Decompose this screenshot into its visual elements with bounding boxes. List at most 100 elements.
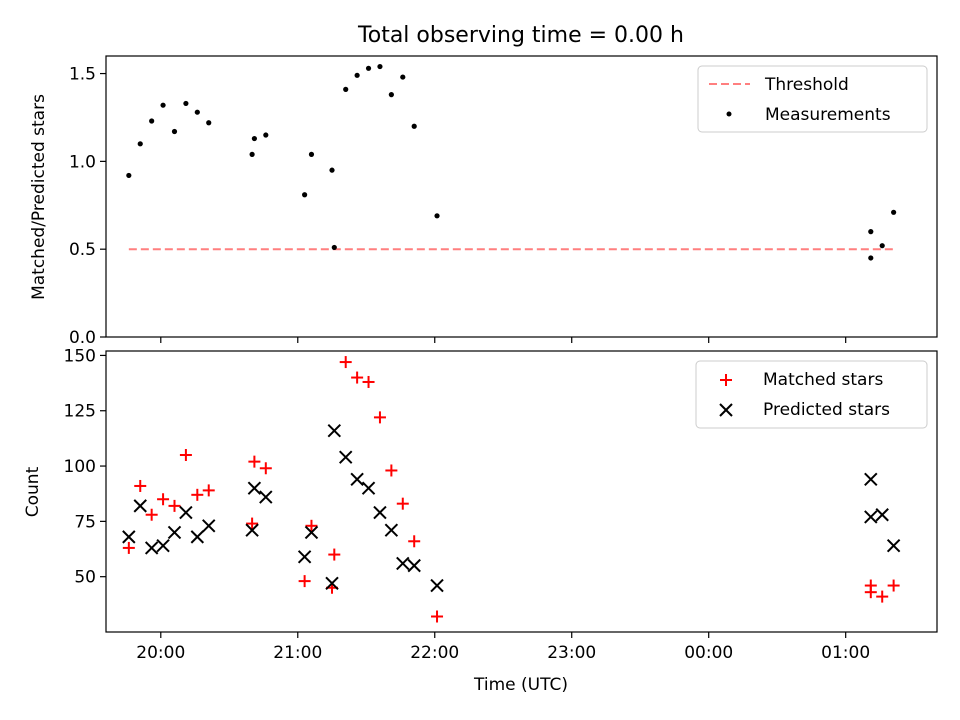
ratio-y-tick-label: 1.5 <box>69 65 96 85</box>
matched-star-marker <box>385 464 398 477</box>
measurement-point <box>434 213 440 219</box>
predicted-star-marker <box>864 472 878 487</box>
measurement-point <box>868 229 874 235</box>
predicted-star-marker <box>430 578 444 593</box>
measurement-point <box>126 172 132 179</box>
time-x-tick-label: 23:00 <box>547 643 596 663</box>
matched-star-marker <box>246 517 259 530</box>
predicted-star-marker <box>864 510 878 524</box>
measurement-point <box>137 141 143 147</box>
count-panel-marks <box>122 356 901 623</box>
measurement-point <box>206 120 212 126</box>
predicted-star-marker <box>179 505 193 520</box>
measurement-point <box>194 109 200 115</box>
matched-star-marker <box>339 356 352 369</box>
predicted-star-marker <box>327 423 342 438</box>
ratio-y-tick-label: 0.0 <box>69 328 96 348</box>
measurement-point <box>891 209 897 215</box>
matched-star-marker <box>876 590 889 603</box>
matched-star-marker <box>168 499 181 512</box>
count-y-tick-label: 150 <box>64 346 96 366</box>
count-y-tick-label: 125 <box>64 402 96 422</box>
measurement-point <box>400 74 406 80</box>
measurement-point <box>411 123 417 129</box>
predicted-star-marker <box>202 519 216 533</box>
ratio-panel: 0.0 0.5 1.0 1.5 Matched/Predicted stars Thr… <box>29 55 938 348</box>
count-x-ticks: 20:00 21:00 22:00 23:00 00:00 01:00 <box>136 632 870 663</box>
predicted-star-marker <box>325 576 339 591</box>
predicted-legend-swatch <box>719 403 733 417</box>
predicted-star-marker <box>133 499 147 513</box>
matched-star-marker <box>328 548 341 561</box>
measurement-point <box>354 72 360 78</box>
count-y-tick-label: 100 <box>64 457 96 477</box>
measurement-point <box>149 118 155 124</box>
ratio-legend-box <box>697 65 928 133</box>
count-panel: 50 75 100 125 150 20:00 21:00 22:00 23:00 00:00 0… <box>23 346 938 695</box>
matched-star-marker <box>351 371 364 384</box>
matched-star-marker <box>179 448 192 461</box>
ratio-x-ticks <box>160 337 847 343</box>
ratio-y-ticks: 0.0 0.5 1.0 1.5 <box>69 65 106 348</box>
matched-star-marker <box>305 519 318 532</box>
measurement-point <box>377 63 383 70</box>
figure-title: Total observing time = 0.00 h <box>357 23 684 48</box>
time-x-tick-label: 01:00 <box>821 643 870 663</box>
predicted-star-marker <box>384 523 399 537</box>
matched-star-marker <box>191 488 204 501</box>
predicted-star-marker <box>245 523 259 537</box>
matched-star-marker <box>298 575 311 588</box>
measurement-point <box>171 128 178 135</box>
measurement-point <box>263 132 269 138</box>
predicted-star-marker <box>247 481 262 495</box>
ratio-y-axis-label: Matched/Predicted stars <box>29 94 49 300</box>
measurement-point <box>868 255 874 261</box>
measurement-point <box>308 151 315 157</box>
predicted-star-marker <box>122 530 136 544</box>
predicted-star-marker <box>407 558 421 573</box>
time-x-axis-label: Time (UTC) <box>473 675 568 695</box>
ratio-panel-frame <box>105 55 938 338</box>
matched-star-marker <box>431 610 444 623</box>
matched-star-marker <box>157 493 170 506</box>
matched-legend-label: Matched stars <box>763 370 883 390</box>
matched-star-marker <box>373 411 386 424</box>
matched-star-marker <box>864 586 877 599</box>
count-legend: Matched stars Predicted stars <box>695 360 928 429</box>
measurement-point <box>183 100 189 107</box>
measurement-point <box>251 135 257 142</box>
measurement-point <box>365 65 372 71</box>
count-y-axis-label: Count <box>23 466 43 517</box>
matched-star-marker <box>134 479 147 492</box>
measurement-point <box>329 167 335 173</box>
time-x-tick-label: 00:00 <box>684 643 733 663</box>
measurement-point <box>160 102 166 108</box>
predicted-star-marker <box>875 508 889 522</box>
matched-star-marker <box>145 508 158 521</box>
matched-star-marker <box>408 535 421 548</box>
measurements-legend-swatch <box>726 111 732 117</box>
measurement-point <box>343 86 349 92</box>
ratio-y-tick-label: 1.0 <box>69 152 96 172</box>
measurement-point <box>249 151 255 157</box>
predicted-star-marker <box>259 490 273 504</box>
ratio-panel-marks <box>126 63 897 261</box>
matched-star-marker <box>396 497 409 510</box>
time-x-tick-label: 20:00 <box>136 643 185 663</box>
matched-star-marker <box>202 484 215 497</box>
measurement-point <box>879 243 885 249</box>
time-x-tick-label: 22:00 <box>410 643 459 663</box>
measurement-point <box>388 92 394 98</box>
matched-star-marker <box>248 455 261 468</box>
count-y-tick-label: 75 <box>74 512 96 532</box>
predicted-legend-label: Predicted stars <box>763 400 890 420</box>
predicted-star-marker <box>373 505 387 520</box>
measurements-legend-label: Measurements <box>765 105 891 125</box>
count-y-ticks: 50 75 100 125 150 <box>64 346 106 588</box>
predicted-star-marker <box>886 539 901 553</box>
predicted-star-marker <box>350 472 364 487</box>
measurement-point <box>331 244 337 251</box>
predicted-star-marker <box>304 525 319 540</box>
predicted-star-marker <box>361 481 376 495</box>
